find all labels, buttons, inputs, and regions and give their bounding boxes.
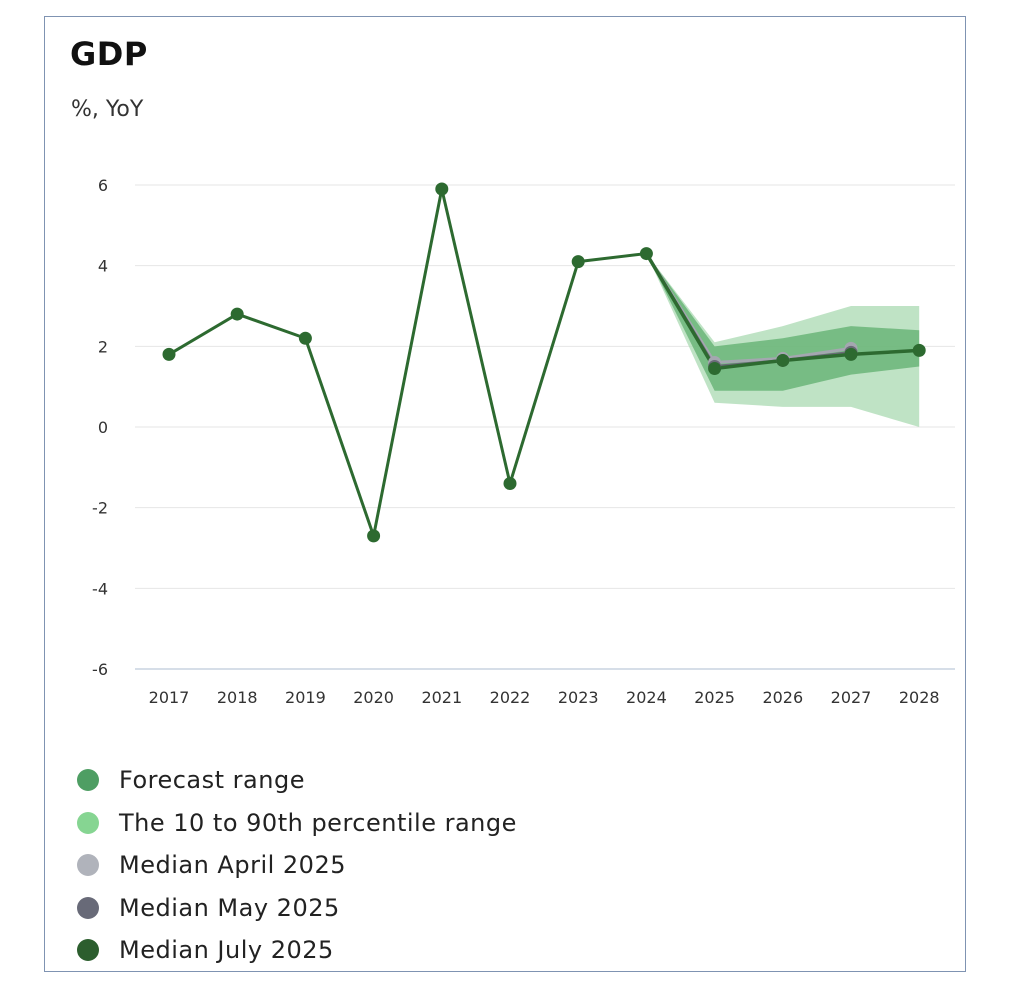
x-tick-label: 2028 bbox=[899, 688, 940, 707]
chart-title: GDP bbox=[70, 35, 148, 73]
y-tick-label: 4 bbox=[98, 257, 108, 276]
x-tick-label: 2018 bbox=[217, 688, 258, 707]
legend-swatch-percentile-range bbox=[77, 811, 99, 834]
chart-subtitle: %, YoY bbox=[71, 97, 144, 122]
history-point bbox=[571, 255, 585, 269]
median-july-2025-point bbox=[844, 347, 858, 361]
x-tick-label: 2024 bbox=[626, 688, 667, 707]
history-line bbox=[167, 187, 648, 538]
x-tick-label: 2021 bbox=[421, 688, 462, 707]
x-tick-label: 2022 bbox=[490, 688, 531, 707]
y-tick-label: 6 bbox=[98, 176, 108, 195]
y-tick-label: 2 bbox=[98, 337, 108, 356]
legend-item-median-may[interactable]: Median May 2025 bbox=[77, 887, 517, 930]
median-july-2025-point bbox=[776, 353, 790, 367]
history-point bbox=[162, 347, 176, 361]
x-tick-label: 2023 bbox=[558, 688, 599, 707]
y-tick-label: 0 bbox=[98, 418, 108, 437]
y-tick-label: -6 bbox=[92, 660, 108, 679]
median-july-2025-point bbox=[912, 343, 926, 357]
x-tick-label: 2027 bbox=[831, 688, 872, 707]
x-tick-label: 2019 bbox=[285, 688, 326, 707]
legend-label: Median May 2025 bbox=[119, 893, 340, 922]
legend-label: Median July 2025 bbox=[119, 936, 334, 965]
legend-label: Forecast range bbox=[119, 766, 305, 795]
legend-label: Median April 2025 bbox=[119, 851, 346, 880]
x-tick-label: 2026 bbox=[762, 688, 803, 707]
y-tick-label: -4 bbox=[92, 579, 108, 598]
history-point bbox=[230, 307, 244, 321]
legend-item-forecast-range[interactable]: Forecast range bbox=[77, 759, 517, 802]
legend-swatch-median-april bbox=[77, 854, 99, 877]
legend-item-percentile-range[interactable]: The 10 to 90th percentile range bbox=[77, 802, 517, 845]
gdp-line-chart: 6 4 2 0 -2 -4 -6 2017 2018 2019 2020 2021 2022 2023 20… bbox=[92, 176, 955, 707]
legend-item-median-april[interactable]: Median April 2025 bbox=[77, 844, 517, 887]
legend-label: The 10 to 90th percentile range bbox=[119, 808, 517, 837]
y-tick-label: -2 bbox=[92, 499, 108, 518]
history-point bbox=[639, 247, 653, 261]
legend-swatch-forecast-range bbox=[77, 769, 99, 792]
history-point bbox=[503, 476, 517, 490]
legend-item-median-july[interactable]: Median July 2025 bbox=[77, 929, 517, 972]
history-point bbox=[435, 182, 449, 196]
legend-swatch-median-july bbox=[77, 939, 99, 962]
legend-swatch-median-may bbox=[77, 896, 99, 919]
history-point bbox=[298, 331, 312, 345]
median-july-2025-point bbox=[708, 362, 722, 376]
chart-legend: Forecast range The 10 to 90th percentile… bbox=[77, 759, 517, 972]
history-point bbox=[367, 529, 381, 543]
chart-card: GDP %, YoY 6 4 2 0 -2 -4 -6 2017 2018 2019 2020 202… bbox=[44, 16, 966, 972]
x-tick-label: 2017 bbox=[149, 688, 190, 707]
x-tick-label: 2025 bbox=[694, 688, 735, 707]
x-tick-label: 2020 bbox=[353, 688, 394, 707]
